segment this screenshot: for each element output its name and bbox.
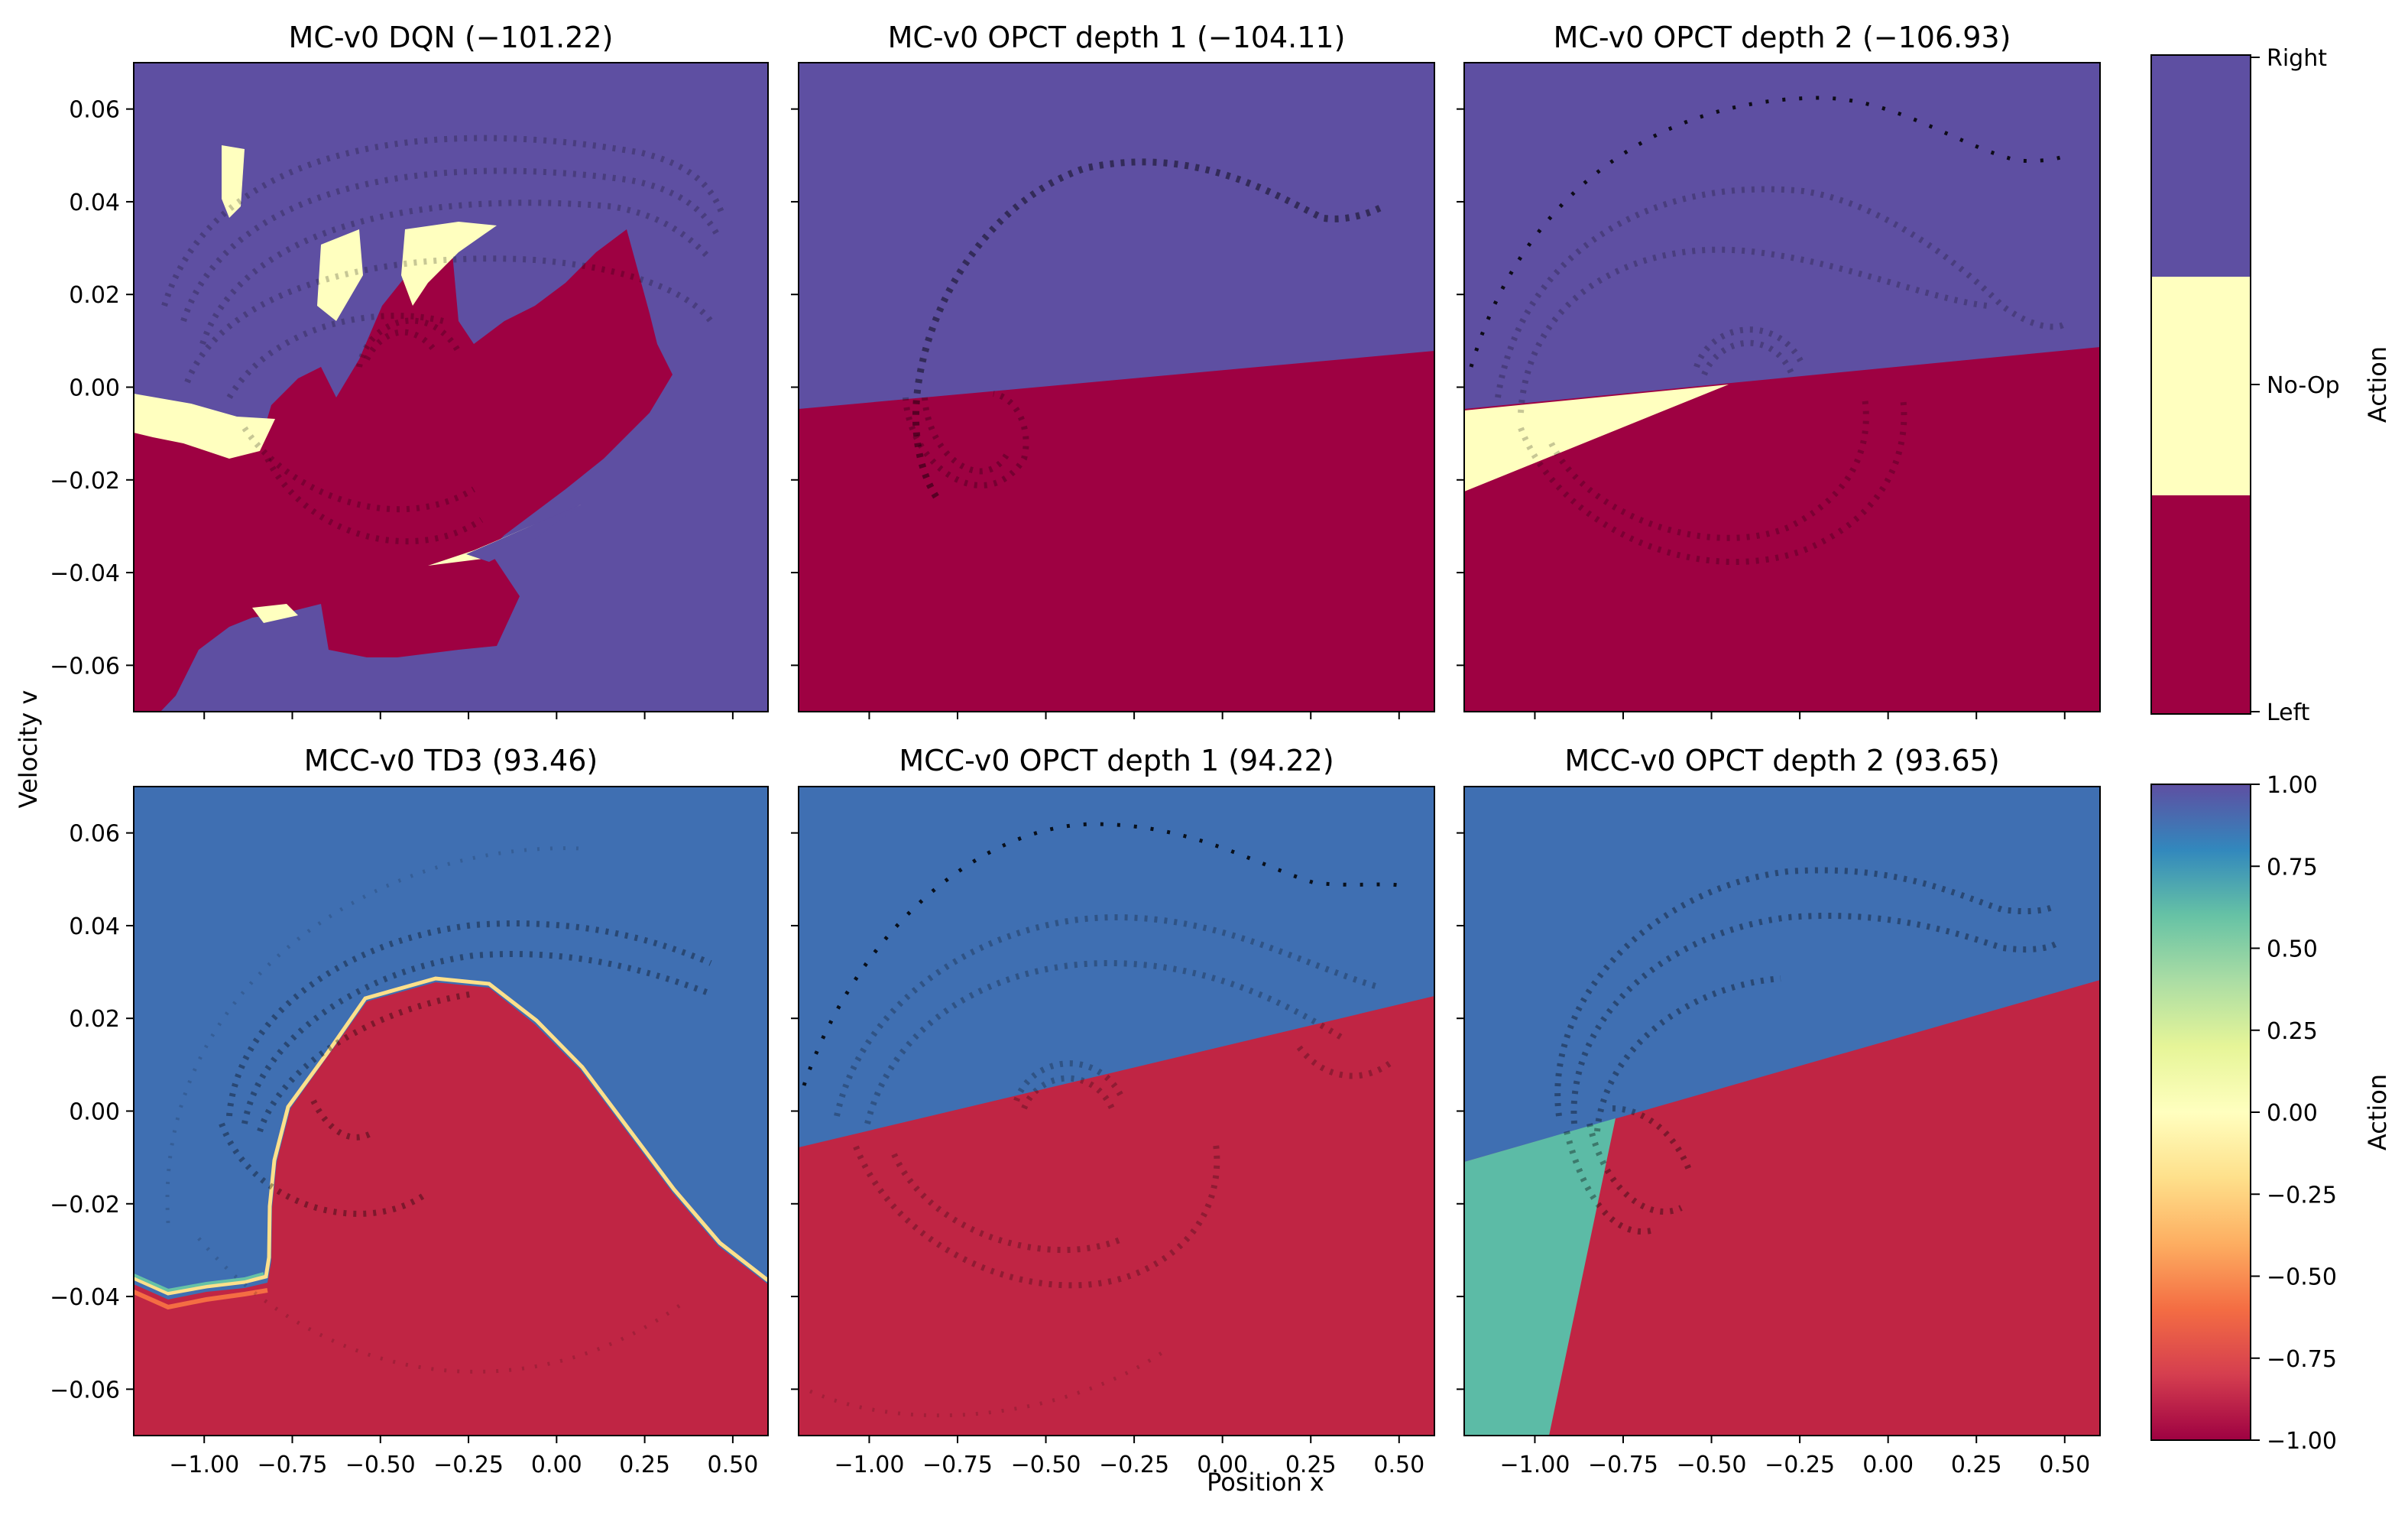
colorbar-tick-label: −0.50 — [2267, 1264, 2337, 1291]
panel-mcc-opct-d2: MCC-v0 OPCT depth 2 (93.65) — [1463, 744, 2101, 1436]
panel-mc-opct-d2: MC-v0 OPCT depth 2 (−106.93) — [1463, 21, 2101, 712]
y-tick-label: −0.04 — [50, 560, 120, 587]
y-tick-label: 0.00 — [69, 375, 120, 402]
colorbar-tick-right: Right — [2267, 45, 2327, 72]
y-tick-label: 0.06 — [69, 821, 120, 848]
x-tick-label: 0.25 — [619, 1452, 670, 1478]
x-tick-label: 0.50 — [1373, 1452, 1424, 1478]
trajectory-overlay — [903, 391, 1029, 488]
colorbar-tick-label: −0.75 — [2267, 1346, 2337, 1373]
panel-mc-dqn: MC-v0 DQN (−101.22) — [133, 21, 769, 712]
x-tick-label: −0.75 — [1588, 1452, 1658, 1478]
region-left — [1464, 347, 2100, 712]
y-tick-label: 0.02 — [69, 1006, 120, 1033]
panel-title: MC-v0 OPCT depth 2 (−106.93) — [1554, 21, 2011, 54]
region-noop — [317, 229, 363, 321]
boundary-contour — [134, 1288, 268, 1310]
colorbar-tick-left: Left — [2267, 699, 2310, 726]
x-tick-label: 0.00 — [1862, 1452, 1914, 1478]
colorbar-discrete: Right No-Op Left Action — [2150, 45, 2392, 726]
panel-title: MCC-v0 OPCT depth 2 (93.65) — [1564, 744, 1999, 777]
x-tick-label: −0.25 — [433, 1452, 504, 1478]
colorbar-segment-noop — [2151, 277, 2251, 495]
y-tick-label: 0.04 — [69, 913, 120, 940]
x-tick-label: 0.00 — [1197, 1452, 1248, 1478]
x-tick-label: −0.75 — [922, 1452, 993, 1478]
y-tick-label: 0.06 — [69, 97, 120, 124]
trajectory-overlay — [161, 135, 725, 545]
colorbar-tick-label: 0.75 — [2267, 854, 2318, 881]
x-tick-label: −0.50 — [345, 1452, 416, 1478]
region-right — [466, 505, 581, 562]
colorbar-tick-label: 0.25 — [2267, 1018, 2318, 1045]
boundary-contour — [134, 1272, 264, 1293]
y-axis-label: Velocity v — [14, 690, 43, 809]
colorbar-segment-left — [2151, 495, 2251, 714]
region-left — [134, 229, 672, 712]
axis-ticks: 0.06 0.04 0.02 0.00 −0.02 −0.04 −0.06 −1.00 −0.7… — [50, 97, 2090, 1478]
region-action-wedge — [1464, 1118, 1616, 1436]
y-tick-label: −0.06 — [50, 1377, 120, 1403]
colorbar-segment-right — [2151, 55, 2251, 277]
x-tick-label: 0.25 — [1951, 1452, 2002, 1478]
colorbar-continuous: 1.00 0.75 0.50 0.25 0.00 −0.25 −0.50 −0.75 −1.00… — [2150, 772, 2392, 1455]
boundary-contour — [134, 976, 768, 1296]
colorbar-label: Action — [2363, 346, 2392, 423]
region-noop — [401, 222, 497, 306]
x-tick-label: 0.50 — [2039, 1452, 2090, 1478]
y-tick-label: 0.04 — [69, 190, 120, 216]
x-axis-label: Position x — [1207, 1468, 1324, 1497]
region-noop — [134, 394, 275, 459]
region-noop — [252, 604, 298, 623]
panel-mc-opct-d1: MC-v0 OPCT depth 1 (−104.11) — [798, 21, 1435, 712]
colorbar-label: Action — [2363, 1074, 2392, 1150]
colorbar-tick-label: 0.50 — [2267, 936, 2318, 963]
trajectory-overlay — [1469, 96, 2064, 368]
y-tick-label: −0.06 — [50, 653, 120, 680]
panel-title: MCC-v0 OPCT depth 1 (94.22) — [899, 744, 1334, 777]
trajectory-overlay — [1495, 186, 2065, 565]
x-tick-label: 0.25 — [1285, 1452, 1337, 1478]
panel-title: MC-v0 OPCT depth 1 (−104.11) — [888, 21, 1346, 54]
x-tick-label: −0.50 — [1677, 1452, 1747, 1478]
colorbar-ticks: 1.00 0.75 0.50 0.25 0.00 −0.25 −0.50 −0.75 −1.00 — [2251, 772, 2337, 1455]
colorbar-gradient — [2150, 784, 2251, 1441]
panel-mcc-opct-d1: MCC-v0 OPCT depth 1 (94.22) — [798, 744, 1435, 1436]
x-tick-label: −1.00 — [1499, 1452, 1570, 1478]
x-tick-label: −0.50 — [1011, 1452, 1081, 1478]
x-tick-label: −0.25 — [1765, 1452, 1835, 1478]
x-tick-label: −0.25 — [1099, 1452, 1169, 1478]
panel-title: MC-v0 DQN (−101.22) — [289, 21, 614, 54]
trajectory-overlay — [912, 158, 1385, 499]
trajectory-overlay — [1554, 867, 2057, 1235]
x-tick-label: −0.75 — [258, 1452, 328, 1478]
region-action-minus-one — [1464, 980, 2100, 1436]
x-tick-label: 0.00 — [531, 1452, 582, 1478]
trajectory-overlay — [219, 920, 712, 1217]
region-action-minus-one — [134, 982, 768, 1436]
region-action-minus-one — [799, 996, 1434, 1436]
y-tick-label: −0.02 — [50, 468, 120, 495]
x-tick-label: 0.50 — [707, 1452, 758, 1478]
trajectory-overlay — [834, 913, 1393, 1289]
y-tick-label: 0.00 — [69, 1099, 120, 1126]
region-noop — [222, 145, 245, 218]
colorbar-tick-noop: No-Op — [2267, 372, 2340, 399]
trajectory-overlay — [165, 846, 689, 1374]
y-tick-label: −0.02 — [50, 1192, 120, 1218]
colorbar-tick-label: 0.00 — [2267, 1100, 2318, 1127]
region-noop — [1464, 384, 1729, 492]
colorbar-tick-label: −0.25 — [2267, 1182, 2337, 1209]
region-left — [799, 351, 1434, 712]
x-tick-label: −1.00 — [169, 1452, 239, 1478]
colorbar-tick-label: −1.00 — [2267, 1428, 2337, 1455]
colorbar-tick-label: 1.00 — [2267, 772, 2318, 799]
y-tick-label: 0.02 — [69, 282, 120, 309]
panel-mcc-td3: MCC-v0 TD3 (93.46) — [133, 744, 769, 1436]
x-tick-label: −1.00 — [834, 1452, 904, 1478]
panel-title: MCC-v0 TD3 (93.46) — [304, 744, 598, 777]
y-tick-label: −0.04 — [50, 1284, 120, 1311]
trajectory-overlay — [802, 822, 1399, 1086]
